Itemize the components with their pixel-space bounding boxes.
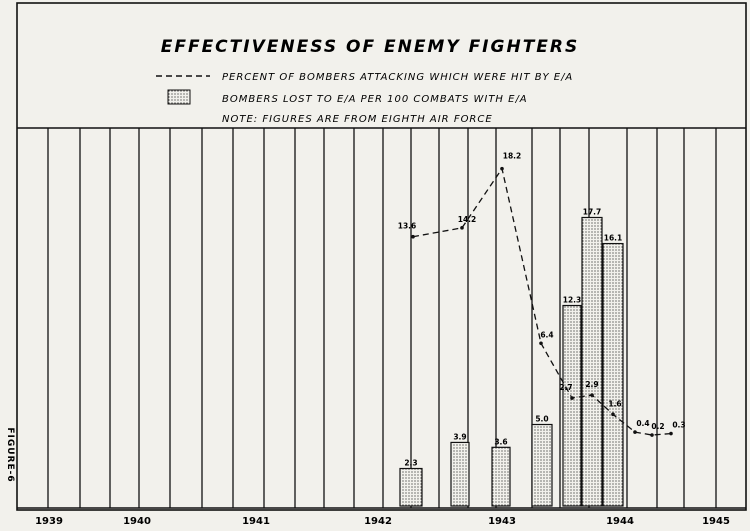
bars: 2.3 3.9 3.6 5.0 12.3 17.7 16.1 bbox=[399, 207, 624, 507]
line-point bbox=[650, 433, 654, 437]
line-point bbox=[460, 226, 464, 230]
chart-frame bbox=[16, 2, 747, 511]
bar bbox=[562, 304, 582, 507]
line-series: 13.6 14.2 18.2 6.4 2.7 2.9 1.6 0.4 0.2 0.3 bbox=[398, 152, 686, 437]
bar bbox=[450, 441, 470, 507]
line-data-label: 13.6 bbox=[398, 222, 417, 231]
bar-data-label: 3.6 bbox=[494, 437, 507, 446]
legend-note: NOTE: FIGURES ARE FROM EIGHTH AIR FORCE bbox=[222, 114, 493, 125]
x-tick-label: 1942 bbox=[364, 516, 392, 527]
line-point bbox=[411, 234, 415, 239]
line-data-label: 0.2 bbox=[651, 422, 664, 431]
bar bbox=[491, 446, 511, 507]
bar bbox=[581, 216, 603, 507]
line-point bbox=[669, 431, 673, 436]
x-tick-label: 1944 bbox=[606, 516, 634, 527]
bar-data-label: 5.0 bbox=[535, 415, 548, 424]
line-data-label: 6.4 bbox=[540, 330, 553, 339]
legend: PERCENT OF BOMBERS ATTACKING WHICH WERE … bbox=[156, 72, 573, 125]
line-point bbox=[570, 396, 574, 400]
line-path bbox=[412, 167, 672, 436]
bar-data-label: 12.3 bbox=[563, 296, 582, 305]
grid bbox=[47, 128, 717, 508]
line-point bbox=[611, 412, 615, 417]
line-point bbox=[590, 393, 594, 397]
bar-data-label: 17.7 bbox=[583, 207, 602, 216]
line-point bbox=[539, 341, 543, 346]
x-tick-label: 1945 bbox=[702, 516, 730, 527]
legend-bar-swatch-icon bbox=[167, 89, 191, 105]
x-tick-label: 1941 bbox=[242, 516, 270, 527]
legend-bar-label: BOMBERS LOST TO E/A PER 100 COMBATS WITH… bbox=[222, 94, 528, 105]
bar-data-label: 16.1 bbox=[604, 234, 623, 243]
bar-data-label: 3.9 bbox=[453, 432, 466, 441]
legend-line-label: PERCENT OF BOMBERS ATTACKING WHICH WERE … bbox=[222, 72, 573, 83]
chart-title: EFFECTIVENESS OF ENEMY FIGHTERS bbox=[161, 37, 580, 57]
bar-data-label: 2.3 bbox=[404, 459, 417, 468]
line-data-label: 1.6 bbox=[608, 399, 621, 408]
line-point bbox=[633, 430, 637, 434]
line-data-label: 18.2 bbox=[503, 152, 522, 161]
line-data-label: 14.2 bbox=[458, 215, 477, 224]
line-data-label: 0.3 bbox=[672, 421, 685, 430]
x-tick-labels: 1939 1940 1941 1942 1943 1944 1945 bbox=[35, 516, 730, 527]
line-data-label: 2.7 bbox=[559, 383, 572, 392]
x-tick-label: 1943 bbox=[488, 516, 516, 527]
figure-label: FIGURE-6 bbox=[5, 427, 15, 482]
line-point bbox=[500, 166, 504, 171]
x-tick-label: 1939 bbox=[35, 516, 63, 527]
line-data-label: 2.9 bbox=[585, 380, 598, 389]
bar bbox=[531, 423, 553, 507]
line-data-label: 0.4 bbox=[636, 419, 649, 428]
bar bbox=[399, 467, 423, 507]
bar bbox=[602, 242, 624, 507]
x-tick-label: 1940 bbox=[123, 516, 151, 527]
